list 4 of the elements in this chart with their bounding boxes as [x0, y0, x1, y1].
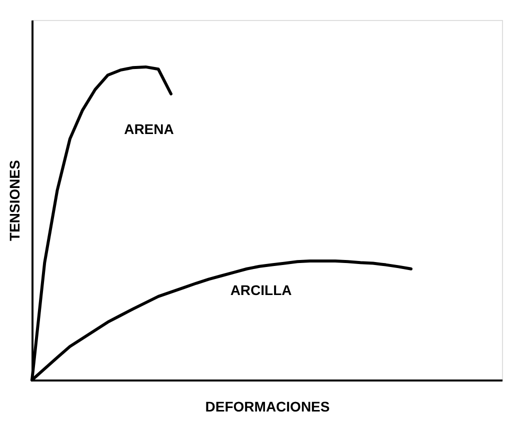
- y-axis-title: TENSIONES: [6, 160, 22, 241]
- series-label: ARENA: [124, 120, 174, 137]
- series-label: ARCILLA: [230, 282, 292, 298]
- x-axis-title: DEFORMACIONES: [205, 398, 330, 414]
